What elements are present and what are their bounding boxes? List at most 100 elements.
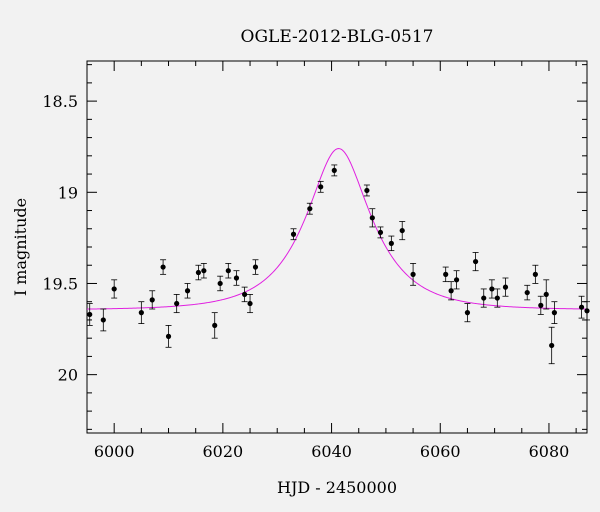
data-point — [369, 215, 375, 221]
data-point-group — [160, 259, 167, 275]
data-point — [100, 317, 106, 323]
data-point — [364, 187, 370, 194]
data-point — [399, 227, 405, 234]
data-point — [290, 231, 297, 237]
y-tick-label: 19 — [58, 183, 78, 202]
data-point — [160, 264, 166, 270]
data-point-group — [448, 281, 455, 301]
data-point — [532, 271, 538, 277]
x-tick-label: 6060 — [420, 442, 461, 461]
data-point-group — [86, 303, 93, 326]
data-point — [388, 240, 394, 246]
y-tick-label: 20 — [58, 366, 78, 385]
data-point-group — [233, 270, 240, 286]
data-point — [464, 310, 471, 316]
data-point — [377, 229, 384, 236]
data-point-group — [363, 184, 370, 197]
data-point — [111, 286, 117, 292]
data-point — [149, 297, 155, 303]
data-point — [538, 302, 544, 308]
x-axis-label: HJD - 2450000 — [277, 478, 397, 497]
data-point-group — [584, 301, 590, 321]
data-point — [87, 311, 93, 318]
major-ticks — [87, 61, 587, 433]
data-point-group — [548, 326, 555, 365]
data-point-group — [532, 264, 539, 284]
data-point — [494, 295, 500, 301]
data-point-group — [241, 286, 248, 303]
tick-labels: 6000 6020 6040 6060 6080 18.5 19 19.5 20 — [42, 92, 569, 461]
data-point-group — [217, 275, 224, 292]
data-point — [489, 286, 495, 292]
data-point-group — [494, 288, 501, 308]
data-point-group — [502, 277, 509, 297]
data-point-group — [317, 180, 324, 193]
data-point-group — [524, 284, 531, 301]
y-axis-label: I magnitude — [11, 198, 30, 296]
data-point-group — [388, 235, 395, 252]
data-point-group — [290, 228, 297, 241]
data-point-group — [331, 164, 338, 177]
data-point-group — [225, 263, 232, 279]
data-point — [331, 167, 337, 174]
data-point-group — [410, 263, 417, 286]
data-point-group — [138, 301, 145, 324]
model-curve — [86, 148, 588, 310]
data-point — [551, 310, 557, 316]
y-tick-label: 18.5 — [42, 92, 78, 111]
data-points — [86, 164, 590, 365]
data-point-group — [543, 279, 550, 310]
data-point-group — [488, 279, 495, 299]
data-point — [453, 277, 460, 283]
data-point — [443, 271, 449, 277]
data-point-group — [306, 202, 313, 215]
data-point — [578, 304, 585, 310]
data-point — [584, 308, 590, 314]
data-point-group — [464, 303, 471, 323]
data-point-group — [211, 312, 218, 339]
data-point-group — [442, 266, 449, 283]
data-point-group — [252, 259, 259, 275]
data-point — [448, 288, 454, 294]
x-tick-label: 6080 — [529, 442, 570, 461]
data-point-group — [100, 308, 107, 332]
data-point-group — [551, 301, 558, 324]
plot-frame — [86, 60, 588, 434]
data-point — [195, 269, 202, 276]
plot-area: 6000 6020 6040 6060 6080 18.5 19 19.5 20 — [42, 60, 590, 461]
data-point-group — [165, 325, 172, 348]
x-tick-label: 6000 — [94, 442, 135, 461]
data-point-group — [377, 226, 384, 239]
data-point-group — [173, 294, 180, 314]
x-tick-label: 6020 — [203, 442, 244, 461]
data-point-group — [195, 264, 202, 281]
data-point — [472, 258, 479, 265]
data-point-group — [480, 288, 487, 308]
data-point-group — [399, 221, 406, 241]
chart-title: OGLE-2012-BLG-0517 — [241, 27, 434, 47]
x-tick-label: 6040 — [311, 442, 352, 461]
data-point-group — [537, 295, 544, 315]
data-point — [184, 288, 191, 294]
data-point — [225, 268, 231, 274]
data-point — [247, 300, 253, 307]
data-point-group — [369, 208, 376, 228]
data-point-group — [578, 295, 585, 319]
data-point-group — [453, 270, 460, 290]
data-point — [201, 268, 207, 274]
data-point — [543, 291, 549, 298]
data-point — [307, 206, 313, 212]
minor-ticks — [86, 61, 587, 433]
data-point — [481, 295, 487, 301]
data-point — [174, 300, 180, 307]
data-point — [524, 289, 530, 296]
data-point-group — [149, 290, 156, 310]
data-point — [165, 333, 172, 339]
data-point — [233, 275, 240, 281]
data-point — [212, 322, 218, 329]
data-point — [318, 184, 324, 190]
y-tick-label: 19.5 — [42, 274, 78, 293]
data-point — [242, 291, 248, 298]
data-point-group — [200, 263, 207, 279]
